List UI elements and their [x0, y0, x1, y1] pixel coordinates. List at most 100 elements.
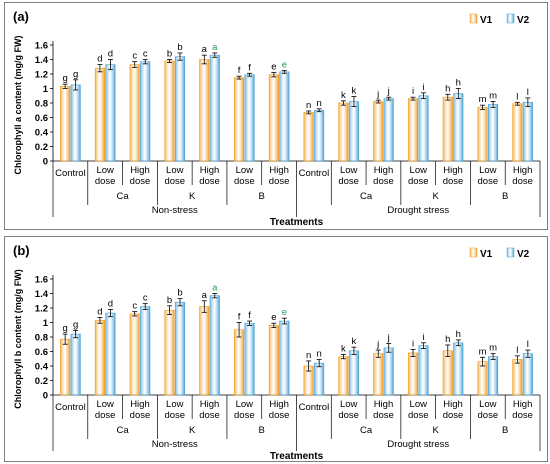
category-label: Low dose — [234, 165, 255, 187]
y-tick-label: 0.2 — [35, 142, 48, 153]
bar-V1 — [477, 361, 488, 396]
significance-letter-V1: c — [132, 301, 137, 312]
bar-V1 — [303, 112, 314, 162]
y-tick-label: 1.2 — [35, 304, 48, 315]
category-label: Low dose — [164, 165, 185, 187]
y-tick-label: 0.8 — [35, 333, 48, 344]
category-label-line: dose — [199, 410, 220, 421]
category-label: Low dose — [338, 165, 359, 187]
element-group-label: Ca — [116, 191, 129, 202]
significance-letter-V2: k — [352, 336, 357, 347]
bar-V2 — [174, 56, 186, 162]
category-label-line: Low — [96, 165, 114, 176]
category-label-line: dose — [130, 176, 151, 187]
significance-letter-V2: e — [282, 59, 287, 70]
category-label-line: High — [374, 399, 394, 410]
significance-letter-V2: j — [387, 333, 390, 344]
legend-swatch-V1 — [469, 247, 478, 258]
y-axis-title: Chlorophyll b content (mg/g FW) — [13, 269, 23, 408]
element-group-label: Ca — [360, 425, 373, 436]
stress-group-label: Drought stress — [387, 205, 449, 216]
bar-V1 — [477, 107, 488, 162]
category-label-line: High — [269, 165, 289, 176]
element-group-label: K — [189, 425, 196, 436]
legend-swatch-V2 — [506, 13, 515, 24]
legend-label-V1: V1 — [480, 15, 493, 26]
category-label-line: dose — [373, 176, 394, 187]
category-label-line: High — [200, 399, 220, 410]
category-label-line: dose — [512, 410, 533, 421]
category-label-line: dose — [164, 410, 185, 421]
bar-V1 — [60, 338, 71, 396]
significance-letter-V2: b — [177, 288, 182, 299]
significance-letter-V2: c — [143, 49, 148, 60]
significance-letter-V1: n — [306, 100, 311, 111]
bar-V2 — [348, 101, 359, 162]
category-label: Low dose — [408, 165, 429, 187]
category-label: Control — [55, 402, 86, 413]
category-label-line: dose — [478, 410, 499, 421]
category-label: High dose — [199, 399, 220, 421]
significance-letter-V1: a — [202, 290, 208, 301]
significance-letter-V1: l — [516, 91, 518, 102]
chart-b-svg: (b) V1 V2 0 0.2 0.4 0.6 0.8 1 1.2 1.4 1.6 Chlorophyl… — [13, 243, 541, 461]
element-group-label: B — [502, 191, 508, 202]
significance-letter-V2: k — [352, 85, 357, 96]
category-label: High dose — [373, 165, 394, 187]
bar-V2 — [244, 74, 255, 162]
chart-panel-a: (a) V1 V2 0 0.2 0.4 0.6 0.8 1 1.2 1.4 1.6 Chlorophyl… — [4, 2, 548, 230]
category-label-line: Low — [236, 165, 254, 176]
bar-V2 — [209, 295, 220, 396]
significance-letter-V1: e — [271, 62, 276, 73]
significance-letter-V2: f — [248, 310, 251, 321]
significance-letter-V1: m — [479, 94, 487, 105]
significance-letter-V1: k — [341, 90, 346, 101]
bar-V1 — [442, 96, 453, 162]
significance-letter-V2: f — [248, 62, 251, 73]
y-tick-label: 0 — [43, 391, 48, 402]
significance-letter-V2: h — [456, 78, 461, 89]
bar-V2 — [453, 93, 464, 162]
category-label: High dose — [443, 399, 464, 421]
significance-letter-V1: g — [62, 323, 67, 334]
significance-letter-V2: b — [177, 42, 182, 53]
significance-letter-V1: f — [238, 312, 241, 323]
category-label: Low dose — [95, 165, 116, 187]
category-label-line: dose — [338, 410, 359, 421]
significance-letter-V2: g — [73, 319, 78, 330]
category-label-line: dose — [443, 410, 464, 421]
significance-letter-V1: d — [97, 54, 102, 65]
category-label-line: dose — [373, 410, 394, 421]
element-group-label: B — [502, 425, 508, 436]
significance-letter-V2: l — [527, 339, 529, 350]
legend-swatch-V1 — [469, 13, 478, 24]
y-tick-label: 0.8 — [35, 99, 48, 110]
significance-letter-V2: g — [73, 69, 78, 80]
significance-letter-V2: i — [422, 82, 424, 93]
category-label: Control — [55, 168, 86, 179]
element-group-label: B — [259, 425, 265, 436]
bar-V1 — [338, 356, 349, 396]
bar-V1 — [407, 352, 419, 396]
significance-letter-V1: h — [445, 83, 450, 94]
category-label: Low dose — [408, 399, 429, 421]
bar-V2 — [522, 101, 533, 162]
bar-V1 — [199, 306, 210, 396]
bar-V1 — [338, 102, 349, 162]
category-label-line: dose — [199, 176, 220, 187]
category-label-line: Low — [166, 399, 184, 410]
bar-V1 — [407, 98, 419, 162]
bar-V2 — [418, 345, 429, 396]
significance-letter-V2: a — [212, 283, 218, 294]
y-tick-label: 0.2 — [35, 376, 48, 387]
category-label-line: High — [130, 165, 150, 176]
category-label-line: Low — [410, 399, 428, 410]
significance-letter-V2: j — [387, 86, 390, 97]
chart-panel-b: (b) V1 V2 0 0.2 0.4 0.6 0.8 1 1.2 1.4 1.6 Chlorophyl… — [4, 236, 548, 462]
significance-letter-V1: d — [97, 306, 102, 317]
y-tick-label: 0.4 — [35, 128, 49, 139]
bar-V1 — [94, 320, 105, 396]
category-label-line: dose — [95, 410, 116, 421]
bar-V2 — [383, 98, 394, 162]
bar-V2 — [70, 84, 81, 162]
